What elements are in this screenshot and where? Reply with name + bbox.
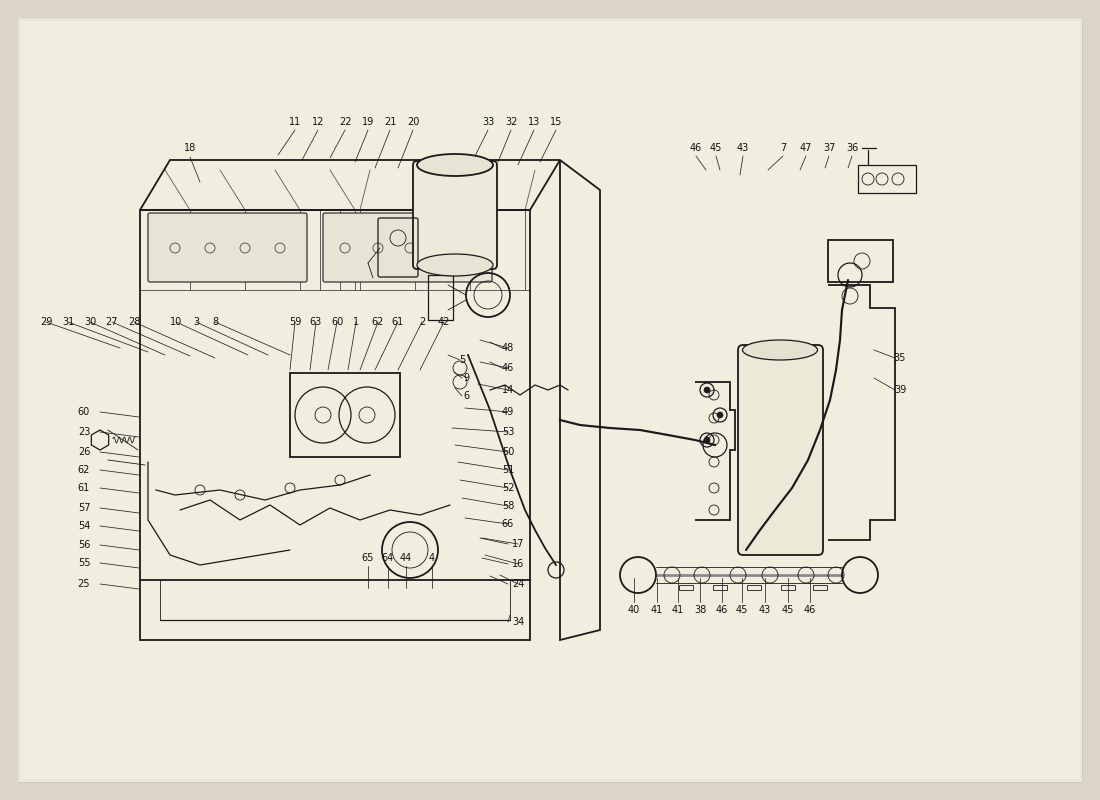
Text: 47: 47 xyxy=(800,143,812,153)
Text: 21: 21 xyxy=(384,117,396,127)
Text: 61: 61 xyxy=(78,483,90,493)
Text: 53: 53 xyxy=(502,427,514,437)
Text: 31: 31 xyxy=(62,317,74,327)
Text: 27: 27 xyxy=(106,317,119,327)
Text: 2: 2 xyxy=(419,317,425,327)
Text: 52: 52 xyxy=(502,483,515,493)
Text: 14: 14 xyxy=(502,385,514,395)
Circle shape xyxy=(704,437,710,443)
Text: 20: 20 xyxy=(407,117,419,127)
Text: 43: 43 xyxy=(759,605,771,615)
Text: 43: 43 xyxy=(737,143,749,153)
Text: 23: 23 xyxy=(78,427,90,437)
FancyBboxPatch shape xyxy=(323,213,492,282)
Text: 22: 22 xyxy=(339,117,351,127)
Text: 59: 59 xyxy=(289,317,301,327)
Text: 25: 25 xyxy=(78,579,90,589)
Text: 60: 60 xyxy=(78,407,90,417)
Text: 1: 1 xyxy=(353,317,359,327)
Text: 60: 60 xyxy=(331,317,343,327)
FancyBboxPatch shape xyxy=(18,18,1082,782)
Text: 18: 18 xyxy=(184,143,196,153)
Text: 45: 45 xyxy=(710,143,723,153)
Text: 34: 34 xyxy=(512,617,524,627)
Text: 10: 10 xyxy=(169,317,183,327)
Text: 9: 9 xyxy=(463,373,469,383)
Text: 26: 26 xyxy=(78,447,90,457)
Text: 41: 41 xyxy=(672,605,684,615)
Text: 12: 12 xyxy=(311,117,324,127)
Text: 38: 38 xyxy=(694,605,706,615)
Text: 44: 44 xyxy=(400,553,412,563)
Text: 42: 42 xyxy=(438,317,450,327)
Text: 61: 61 xyxy=(392,317,404,327)
Ellipse shape xyxy=(742,340,817,360)
Text: 5: 5 xyxy=(459,355,465,365)
Text: 29: 29 xyxy=(40,317,52,327)
Text: 56: 56 xyxy=(78,540,90,550)
Text: 28: 28 xyxy=(128,317,140,327)
Circle shape xyxy=(704,387,710,393)
Text: 46: 46 xyxy=(804,605,816,615)
Text: 15: 15 xyxy=(550,117,562,127)
Text: 45: 45 xyxy=(782,605,794,615)
Text: 7: 7 xyxy=(780,143,786,153)
Text: 45: 45 xyxy=(736,605,748,615)
Text: 58: 58 xyxy=(502,501,514,511)
Text: 8: 8 xyxy=(212,317,218,327)
Text: 39: 39 xyxy=(894,385,906,395)
FancyBboxPatch shape xyxy=(148,213,307,282)
Text: 33: 33 xyxy=(482,117,494,127)
Text: 55: 55 xyxy=(78,558,90,568)
Text: 51: 51 xyxy=(502,465,514,475)
Text: 54: 54 xyxy=(78,521,90,531)
Text: 36: 36 xyxy=(846,143,858,153)
Text: 4: 4 xyxy=(429,553,436,563)
Text: 65: 65 xyxy=(362,553,374,563)
Text: 16: 16 xyxy=(512,559,524,569)
Ellipse shape xyxy=(417,154,493,176)
Text: 17: 17 xyxy=(512,539,525,549)
Text: 30: 30 xyxy=(84,317,96,327)
Text: 66: 66 xyxy=(502,519,514,529)
Text: 62: 62 xyxy=(78,465,90,475)
Text: 11: 11 xyxy=(289,117,301,127)
Text: 46: 46 xyxy=(502,363,514,373)
Text: 57: 57 xyxy=(78,503,90,513)
Text: 46: 46 xyxy=(690,143,702,153)
Ellipse shape xyxy=(417,254,493,276)
FancyBboxPatch shape xyxy=(412,161,497,269)
Text: 3: 3 xyxy=(192,317,199,327)
Circle shape xyxy=(717,412,723,418)
FancyBboxPatch shape xyxy=(738,345,823,555)
Text: 46: 46 xyxy=(716,605,728,615)
Text: 62: 62 xyxy=(372,317,384,327)
Text: 48: 48 xyxy=(502,343,514,353)
Text: 49: 49 xyxy=(502,407,514,417)
Text: 24: 24 xyxy=(512,579,525,589)
Text: 41: 41 xyxy=(651,605,663,615)
Text: 19: 19 xyxy=(362,117,374,127)
Text: 40: 40 xyxy=(628,605,640,615)
Text: 32: 32 xyxy=(505,117,517,127)
Text: 13: 13 xyxy=(528,117,540,127)
Text: 64: 64 xyxy=(382,553,394,563)
Text: 37: 37 xyxy=(823,143,835,153)
Text: 35: 35 xyxy=(894,353,906,363)
Text: 6: 6 xyxy=(463,391,469,401)
Text: 50: 50 xyxy=(502,447,514,457)
Text: 63: 63 xyxy=(310,317,322,327)
